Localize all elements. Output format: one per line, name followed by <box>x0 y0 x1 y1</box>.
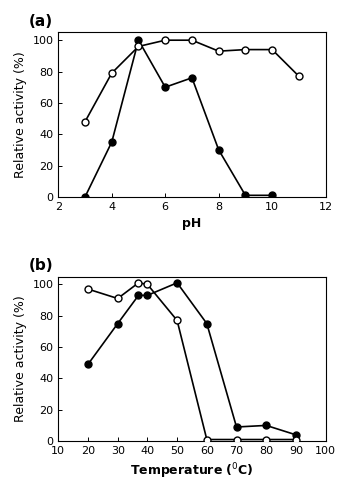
Y-axis label: Relative activity (%): Relative activity (%) <box>14 51 27 178</box>
X-axis label: pH: pH <box>182 217 202 230</box>
Text: (b): (b) <box>28 258 53 273</box>
Y-axis label: Relative activity (%): Relative activity (%) <box>14 296 27 422</box>
Text: (a): (a) <box>29 14 53 29</box>
X-axis label: Temperature ($^{0}$C): Temperature ($^{0}$C) <box>130 461 254 481</box>
